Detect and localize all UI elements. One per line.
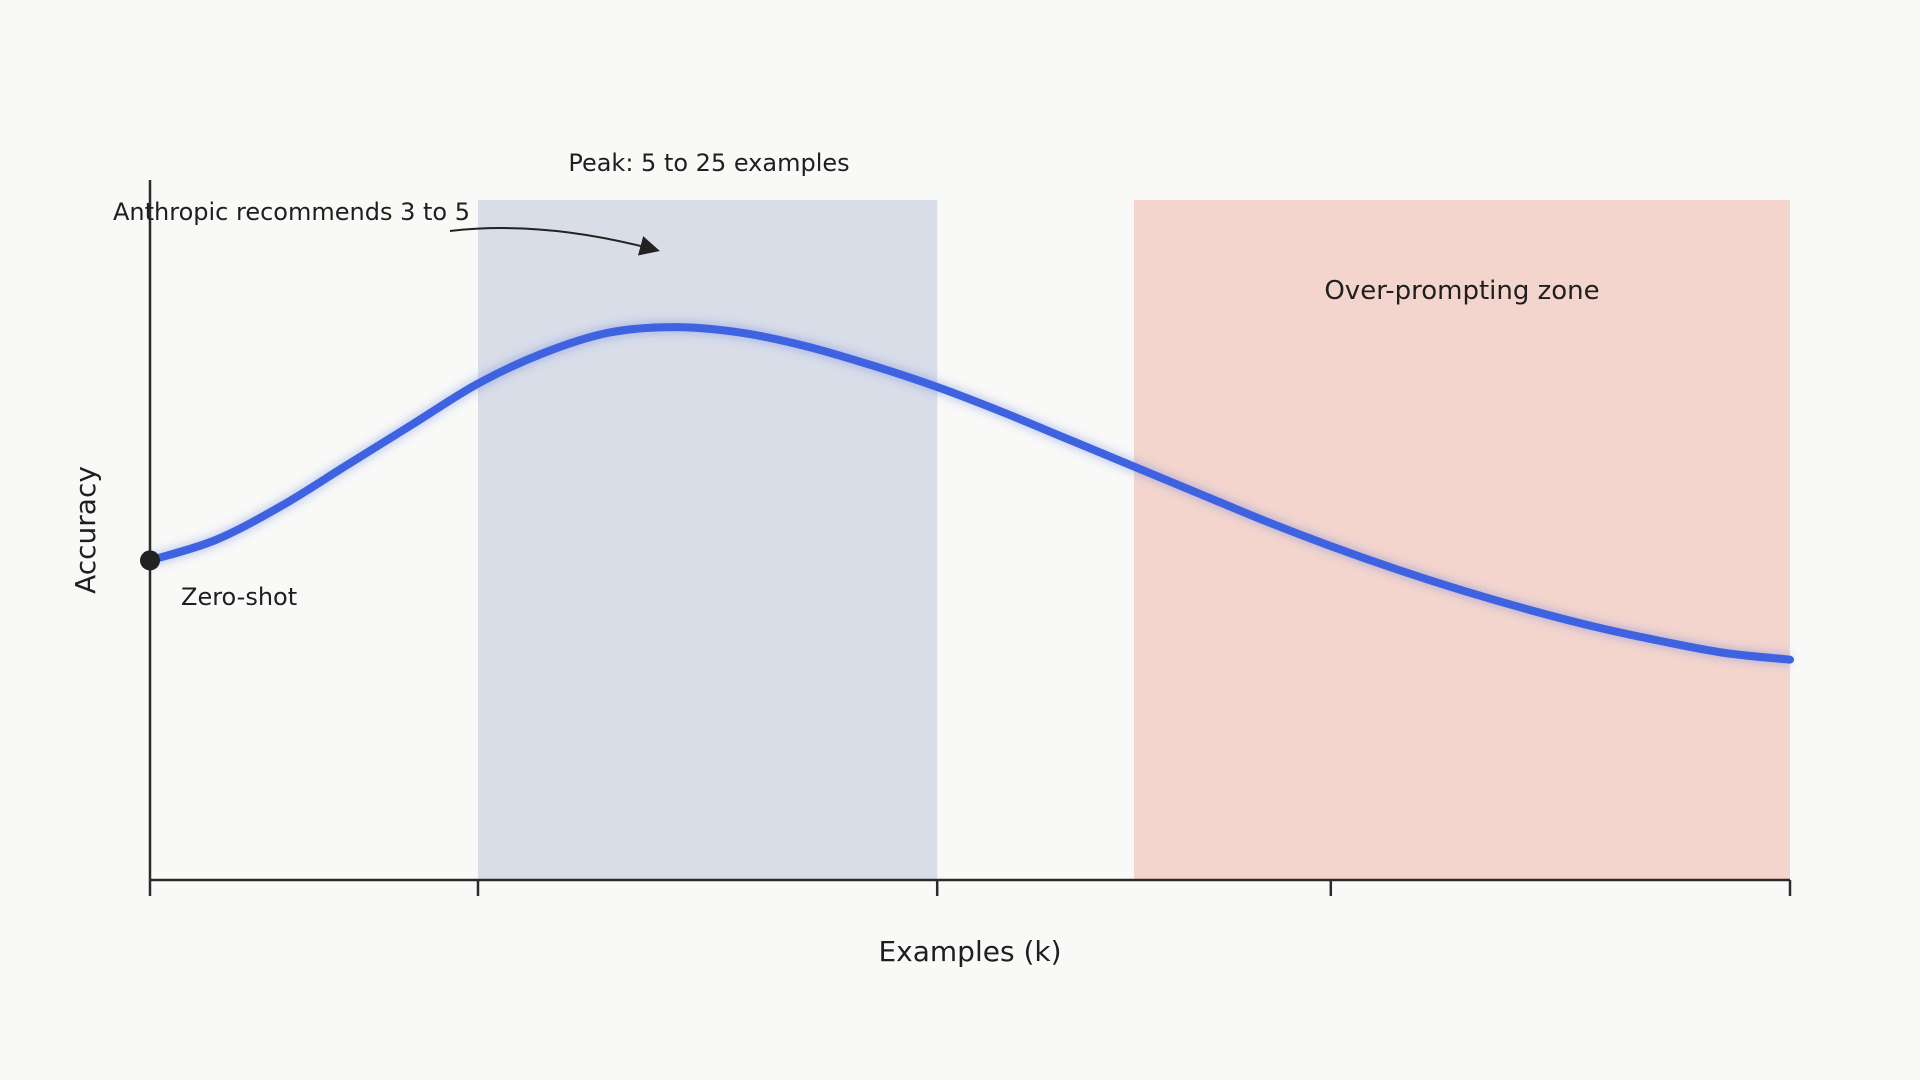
annotation-arrow — [449, 227, 660, 256]
x-ticks — [148, 880, 1792, 896]
peak-band-label: Peak: 5 to 25 examples — [568, 149, 849, 177]
zero-shot-point — [140, 550, 160, 571]
zero-shot-label: Zero-shot — [181, 583, 297, 611]
over-prompting-band-label: Over-prompting zone — [1324, 276, 1599, 306]
series-line — [146, 323, 1794, 664]
over-prompting-band — [1134, 200, 1790, 880]
x-axis-label: Examples (k) — [878, 935, 1061, 968]
anthropic-annotation-label: Anthropic recommends 3 to 5 — [113, 198, 470, 226]
series-layer — [140, 320, 1794, 667]
y-axis-label: Accuracy — [69, 466, 102, 594]
bands — [478, 200, 1790, 880]
peak-band — [478, 200, 938, 880]
